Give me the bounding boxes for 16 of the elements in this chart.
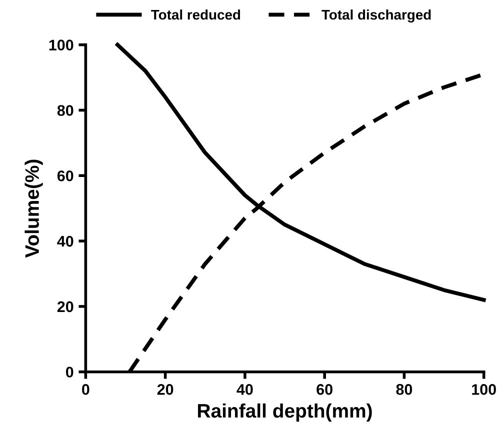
legend-label: Total discharged <box>322 9 431 22</box>
x-tick-label: 20 <box>157 384 174 395</box>
y-tick-label: 100 <box>49 40 74 50</box>
x-tick-label: 100 <box>472 384 496 395</box>
y-tick-label: 80 <box>57 105 74 116</box>
x-tick-label: 60 <box>316 384 332 395</box>
x-tick-label: 80 <box>396 384 412 395</box>
y-tick-label: 40 <box>57 236 74 247</box>
y-tick-label: 60 <box>57 170 74 182</box>
y-axis-title: Volume(%) <box>24 160 43 258</box>
x-tick-label: 0 <box>82 384 90 395</box>
y-tick-label: 0 <box>66 366 74 378</box>
x-tick-label: 40 <box>236 384 253 395</box>
x-axis-title: Rainfall depth(mm) <box>198 403 372 422</box>
legend-label: Total reduced <box>151 9 240 20</box>
y-tick-label: 20 <box>57 301 74 312</box>
